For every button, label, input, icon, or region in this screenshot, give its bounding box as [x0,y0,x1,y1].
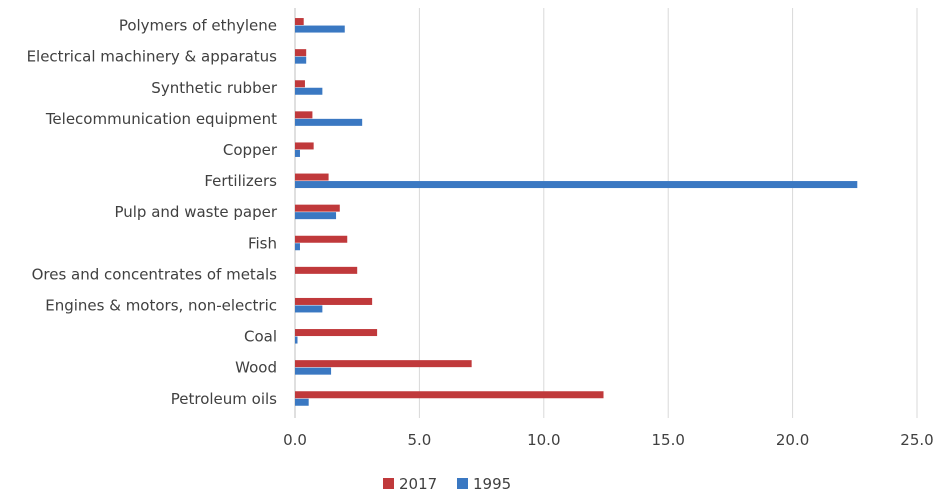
gridlines [294,8,918,418]
bar-1995 [295,336,298,344]
bar-1995 [295,243,300,251]
bar-1995 [295,56,307,64]
bar-1995 [295,87,323,95]
category-label: Coal [244,328,277,346]
bar-1995 [295,25,345,33]
category-labels: Polymers of ethylene Electrical machinery… [27,17,278,408]
category-label: Wood [235,359,277,377]
legend-label-1995: 1995 [473,475,511,493]
bar-2017 [295,297,373,305]
bar-1995 [295,305,323,313]
bar-1995 [295,181,858,189]
bar-2017 [295,142,314,150]
category-label: Copper [223,141,278,159]
bar-2017 [295,235,348,243]
x-tick-label: 20.0 [776,431,809,449]
bar-1995 [295,398,309,406]
bar-2017 [295,329,378,337]
category-label: Polymers of ethylene [119,17,277,35]
bar-2017 [295,49,307,57]
category-label: Engines & motors, non-electric [45,296,277,314]
bars [295,18,858,406]
x-tick-labels: 0.0 5.0 10.0 15.0 20.0 25.0 [283,431,934,449]
bar-2017 [295,173,329,181]
category-label: Fertilizers [204,172,277,190]
category-label: Ores and concentrates of metals [32,265,278,283]
x-tick-label: 0.0 [283,431,307,449]
category-label: Telecommunication equipment [45,110,277,128]
bar-2017 [295,266,358,274]
category-label: Electrical machinery & apparatus [27,48,278,66]
bar-2017 [295,18,304,26]
bar-1995 [295,212,337,220]
bar-1995 [295,118,363,126]
x-tick-label: 15.0 [651,431,684,449]
bar-2017 [295,80,305,88]
legend: 2017 1995 [383,475,511,493]
category-label: Synthetic rubber [151,79,278,97]
legend-label-2017: 2017 [399,475,437,493]
bar-2017 [295,111,313,119]
category-label: Fish [248,234,277,252]
x-tick-label: 25.0 [900,431,933,449]
legend-swatch-2017 [383,478,394,489]
bar-1995 [295,149,300,157]
bar-2017 [295,391,604,399]
legend-swatch-1995 [457,478,468,489]
bar-2017 [295,360,472,368]
bar-1995 [295,367,332,375]
bar-2017 [295,204,340,212]
category-label: Pulp and waste paper [114,203,277,221]
x-tick-label: 5.0 [407,431,431,449]
x-tick-label: 10.0 [527,431,560,449]
category-label: Petroleum oils [171,390,277,408]
